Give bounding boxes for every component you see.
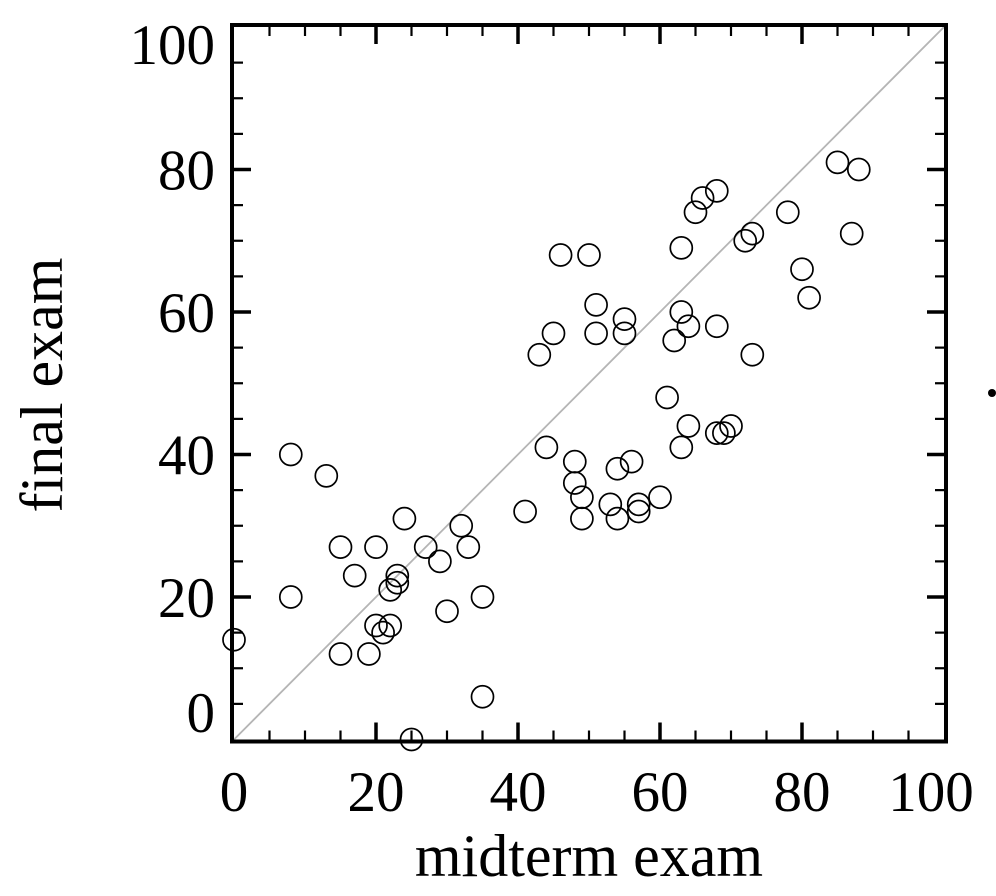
data-point	[669, 236, 694, 260]
data-point	[570, 506, 594, 531]
x-axis-title: midterm exam	[415, 823, 763, 889]
data-point	[385, 563, 410, 588]
data-point	[541, 321, 566, 346]
data-point	[839, 221, 864, 246]
data-point	[278, 442, 303, 467]
data-point	[648, 485, 672, 510]
data-point	[719, 414, 743, 438]
data-point	[364, 535, 388, 559]
data-point	[378, 578, 403, 602]
x-tick-label: 100	[888, 761, 974, 824]
stray-ink-dot	[988, 389, 996, 397]
data-point	[314, 464, 339, 488]
data-point	[733, 228, 758, 253]
data-point	[669, 300, 694, 324]
data-point	[456, 535, 481, 559]
y-tick-label: 0	[187, 682, 216, 745]
data-point	[328, 642, 353, 666]
x-axis-tick-labels: 0 20 40 60 80 100	[220, 761, 974, 824]
data-point	[790, 257, 814, 282]
data-point	[626, 499, 651, 524]
data-point	[342, 563, 367, 588]
data-point	[775, 200, 800, 225]
data-point	[470, 684, 495, 709]
data-point	[328, 535, 353, 559]
data-point	[676, 414, 701, 438]
data-point	[428, 549, 452, 574]
data-point	[626, 492, 651, 517]
data-point	[740, 342, 765, 367]
data-point	[704, 314, 729, 339]
x-tick-label: 40	[490, 761, 547, 824]
data-point	[669, 435, 694, 460]
data-point	[385, 570, 410, 595]
x-tick-label: 20	[348, 761, 405, 824]
data-point	[278, 585, 303, 609]
data-point	[683, 200, 708, 225]
y-tick-label: 80	[158, 140, 215, 203]
data-point	[584, 321, 608, 346]
data-point	[513, 499, 537, 524]
x-tick-label: 0	[220, 761, 249, 824]
y-axis-tick-labels: 0 20 40 60 80 100	[130, 14, 216, 745]
data-point	[712, 421, 736, 445]
data-point	[704, 421, 729, 445]
x-tick-label: 80	[774, 761, 831, 824]
data-point	[612, 321, 637, 346]
data-point	[371, 620, 395, 645]
data-point	[577, 243, 601, 267]
data-point	[470, 585, 495, 609]
data-point	[825, 150, 850, 175]
data-point	[548, 243, 573, 267]
data-point	[357, 642, 381, 666]
data-point	[662, 328, 687, 353]
data-point	[562, 449, 587, 474]
y-tick-label: 60	[158, 282, 215, 345]
axis-ticks	[232, 25, 946, 742]
data-point	[392, 506, 417, 531]
data-point	[740, 221, 765, 246]
y-axis-title: final exam	[9, 258, 75, 513]
data-point	[364, 613, 388, 638]
data-point	[676, 314, 701, 339]
y-tick-label: 40	[158, 425, 215, 488]
y-tick-label: 20	[158, 567, 215, 630]
data-point	[435, 599, 459, 624]
data-point	[797, 285, 821, 310]
data-point	[399, 727, 424, 752]
x-tick-label: 60	[632, 761, 689, 824]
data-point	[534, 435, 559, 460]
identity-reference-line	[233, 26, 945, 741]
data-point	[570, 485, 594, 510]
data-point	[527, 342, 552, 367]
data-point	[598, 492, 623, 517]
data-point	[605, 506, 630, 531]
data-point	[584, 293, 608, 317]
data-point	[704, 179, 729, 203]
data-points	[222, 150, 871, 752]
data-point	[619, 449, 644, 474]
data-point	[655, 385, 679, 410]
data-point	[846, 157, 871, 182]
data-point	[612, 307, 637, 331]
data-point	[413, 535, 438, 559]
data-point	[690, 186, 715, 210]
data-point	[562, 471, 587, 495]
data-point	[378, 613, 403, 638]
data-point	[605, 456, 630, 481]
y-tick-label: 100	[130, 14, 216, 77]
data-point	[222, 627, 246, 652]
data-point	[449, 513, 474, 538]
